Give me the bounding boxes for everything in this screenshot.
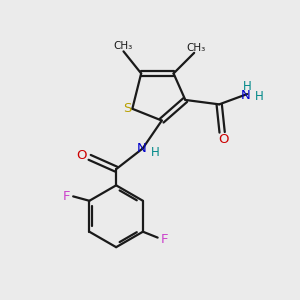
Text: N: N xyxy=(137,142,147,155)
Text: F: F xyxy=(160,232,168,246)
Text: O: O xyxy=(218,133,229,146)
Text: O: O xyxy=(76,149,87,162)
Text: N: N xyxy=(241,89,250,102)
Text: H: H xyxy=(255,91,264,103)
Text: F: F xyxy=(63,190,70,203)
Text: CH₃: CH₃ xyxy=(186,43,205,52)
Text: H: H xyxy=(151,146,159,159)
Text: S: S xyxy=(123,102,131,115)
Text: CH₃: CH₃ xyxy=(114,41,133,51)
Text: H: H xyxy=(243,80,251,93)
